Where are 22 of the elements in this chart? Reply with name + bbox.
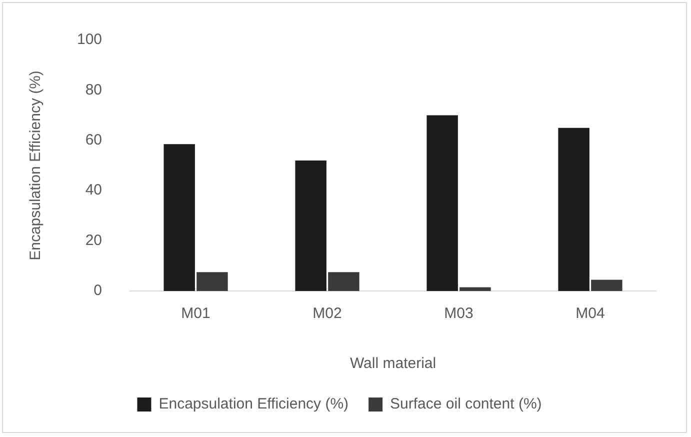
y-tick-label: 80 [85,81,102,98]
y-axis-title: Encapsulation Efficiency (%) [27,70,44,260]
bar [460,287,491,291]
bar [295,160,326,291]
bar [591,280,622,291]
bar [426,115,458,291]
bar [164,144,195,291]
x-tick-label: M01 [181,305,210,322]
y-tick-label: 60 [85,132,102,149]
legend-label: Encapsulation Efficiency (%) [158,396,349,413]
y-tick-label: 100 [76,31,102,48]
x-tick-label: M03 [444,305,474,322]
bar [558,128,590,291]
x-tick-label: M02 [312,305,342,322]
y-tick-label: 20 [85,232,102,249]
x-axis-title: Wall material [350,355,436,372]
bar [328,272,360,291]
y-tick-label: 0 [94,282,102,300]
x-tick-label: M04 [576,305,605,322]
y-tick-label: 40 [85,182,102,199]
legend-label: Surface oil content (%) [390,396,542,413]
bar [196,272,228,291]
